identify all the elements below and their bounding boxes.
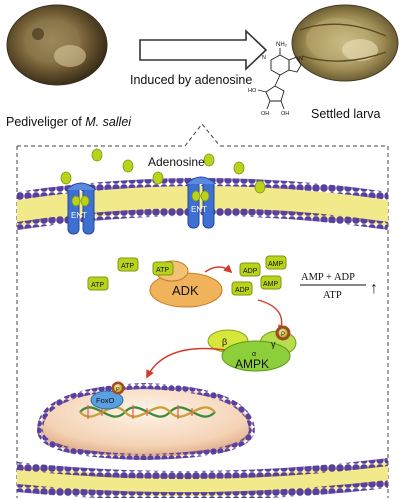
energy-ratio-formula: AMP + ADP ATP ↑ (300, 272, 378, 301)
adk-reaction-arrow (204, 264, 233, 274)
svg-text:FoxO: FoxO (96, 396, 115, 405)
atp-chip-on-adk: ATP (152, 261, 174, 276)
svg-text:ATP: ATP (156, 267, 169, 274)
svg-text:OH: OH (281, 111, 289, 117)
svg-text:AMP + ADP: AMP + ADP (301, 272, 355, 283)
svg-text:ATP: ATP (91, 282, 104, 289)
svg-text:ADP: ADP (243, 268, 258, 275)
dashed-pointer (184, 123, 221, 147)
svg-text:ENT: ENT (191, 205, 207, 214)
svg-text:ATP: ATP (121, 263, 134, 270)
atp-chip-1: ATP (87, 276, 109, 291)
svg-text:P: P (116, 387, 120, 393)
atp-chip-2: ATP (117, 257, 139, 272)
adenosine-structure-icon: NH₂ N N HO OH OH (248, 42, 303, 117)
settled-larva-label: Settled larva (311, 107, 381, 121)
settled-larva-image (291, 4, 399, 82)
svg-text:ATP: ATP (323, 290, 342, 301)
svg-text:ADK: ADK (172, 283, 199, 298)
svg-text:N: N (262, 55, 266, 61)
svg-text:AMP: AMP (263, 281, 279, 288)
foxo-phospho-marker: P (111, 381, 125, 395)
svg-text:P: P (281, 332, 285, 338)
arrow-label: Induced by adenosine (130, 73, 252, 87)
ratio-to-ampk-arrow (257, 299, 287, 334)
svg-text:β: β (222, 337, 227, 347)
svg-text:γ: γ (271, 339, 276, 349)
foxo-factor: FoxO (90, 390, 124, 410)
nucleus (37, 382, 255, 461)
dna-helix (79, 405, 216, 419)
svg-text:ADP: ADP (235, 287, 250, 294)
ampk-phospho-marker: P (275, 325, 291, 341)
svg-text:OH: OH (261, 111, 269, 117)
amp-chip-1: AMP (265, 255, 287, 270)
svg-text:NH₂: NH₂ (276, 42, 288, 48)
svg-text:N: N (299, 56, 303, 62)
adp-chip-1: ADP (239, 262, 261, 277)
cell-membrane-bottom (17, 458, 388, 498)
ampk-to-foxo-arrow (146, 347, 226, 379)
svg-text:α: α (252, 351, 256, 358)
amp-chip-2: AMP (260, 275, 282, 290)
ampk-complex: β γ α AMPK (207, 329, 297, 372)
pediveliger-larva-image (6, 4, 108, 86)
pediveliger-label: Pediveliger of M. sallei (6, 115, 132, 129)
induction-arrow (139, 29, 268, 71)
svg-text:AMP: AMP (268, 261, 284, 268)
ratio-increase-arrow: ↑ (370, 280, 378, 297)
adenosine-label: Adenosine (148, 155, 205, 169)
svg-text:AMPK: AMPK (235, 357, 269, 371)
svg-text:HO: HO (248, 88, 257, 94)
adenosine-molecules (60, 148, 266, 207)
svg-text:ENT: ENT (71, 211, 87, 220)
adp-chip-2: ADP (231, 281, 253, 296)
